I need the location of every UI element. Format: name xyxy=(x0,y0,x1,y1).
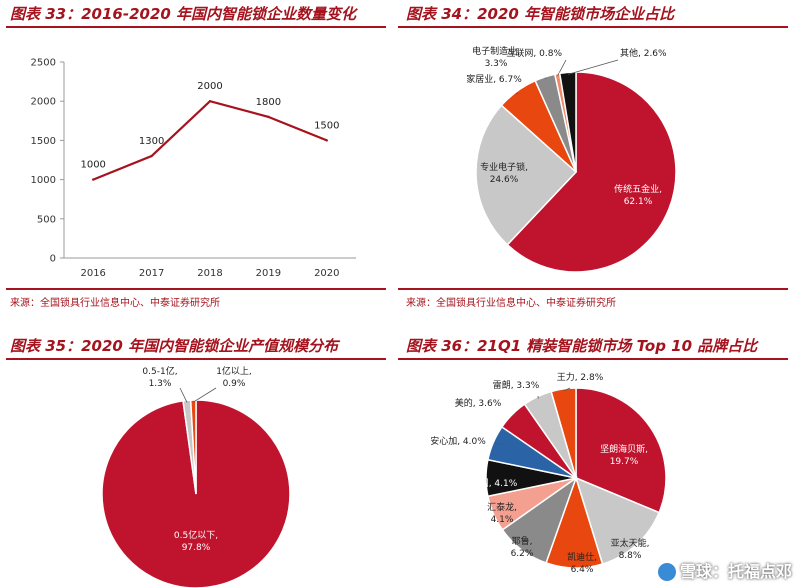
x-tick-label: 2019 xyxy=(256,268,281,279)
chart-title: 图表 33：2016-2020 年国内智能锁企业数量变化 xyxy=(10,5,357,23)
slice-label: 雷朗, 3.3% xyxy=(493,379,540,391)
panel-firm-share: 图表 34：2020 年智能锁市场企业占比 传统五金业, 62.1% 专业电子锁, 2… xyxy=(398,4,794,310)
slice-label: 互联网, 0.8% xyxy=(506,48,562,59)
slice-value: 8.8% xyxy=(619,551,642,561)
leader-line xyxy=(563,387,571,392)
slice-label: 1亿以上, xyxy=(216,365,252,377)
slice-label: 专业电子锁, xyxy=(480,161,528,173)
panel-firm-count: 图表 33：2016-2020 年国内智能锁企业数量变化 0 500 1000 150… xyxy=(6,4,390,310)
data-point xyxy=(92,178,95,181)
data-label: 1800 xyxy=(256,97,281,108)
slice-value: 24.6% xyxy=(490,175,519,185)
data-label: 1300 xyxy=(139,136,164,147)
slice-label: 电子制造业, xyxy=(472,45,520,57)
pie-slice xyxy=(550,387,577,479)
slice-value: 97.8% xyxy=(182,543,211,553)
data-label: 2000 xyxy=(197,81,222,92)
watermark-text: 雪球：托福点邓 xyxy=(679,562,792,581)
source-rule xyxy=(398,288,788,290)
slice-value: 3.3% xyxy=(485,59,508,69)
y-tick-label: 2000 xyxy=(31,97,56,108)
data-point xyxy=(208,100,212,103)
leader-line xyxy=(515,92,519,95)
slice-value: 6.4% xyxy=(571,565,594,575)
slice-label: 安心加, 4.0% xyxy=(430,435,486,447)
data-label: 1000 xyxy=(80,160,105,171)
slice-value: 6.2% xyxy=(511,549,534,559)
slice-label: 耶鲁, xyxy=(512,535,533,547)
leader-line xyxy=(545,77,547,80)
title-rule xyxy=(6,358,386,360)
chart-title: 图表 35：2020 年国内智能锁企业产值规模分布 xyxy=(10,337,339,355)
slice-label: 亚太天能, xyxy=(611,537,650,549)
panel-brand-share: 图表 36：21Q1 精装智能锁市场 Top 10 品牌占比 坚朗海贝斯, 19.… xyxy=(398,326,794,588)
x-tick-label: 2020 xyxy=(314,268,339,279)
x-tick-label: 2018 xyxy=(197,268,222,279)
slice-label: 名门, 4.1% xyxy=(471,477,518,489)
source-note: 来源：全国锁具行业信息中心、中泰证券研究所 xyxy=(10,298,220,309)
data-point xyxy=(325,139,328,142)
x-tick-label: 2017 xyxy=(139,268,164,279)
panel-output-scale: 图表 35：2020 年国内智能锁企业产值规模分布 0.5亿以下, 97.8% 0.… xyxy=(6,326,390,588)
slice-value: 4.1% xyxy=(491,515,514,525)
slice-label: 家居业, 6.7% xyxy=(466,73,522,85)
pie-slice xyxy=(575,387,667,514)
slice-label: 美的, 3.6% xyxy=(455,397,502,409)
slice-value: 0.9% xyxy=(223,379,246,389)
leader-line xyxy=(193,387,217,403)
y-tick-label: 1500 xyxy=(31,136,56,147)
source-note: 来源：全国锁具行业信息中心、中泰证券研究所 xyxy=(406,298,616,309)
title-rule xyxy=(398,26,788,28)
chart-title: 图表 36：21Q1 精装智能锁市场 Top 10 品牌占比 xyxy=(406,337,758,355)
slice-value: 62.1% xyxy=(624,197,653,207)
y-tick-label: 1000 xyxy=(31,175,56,186)
y-tick-label: 0 xyxy=(50,254,56,265)
slice-label: 0.5-1亿, xyxy=(142,365,177,377)
title-rule xyxy=(398,358,788,360)
data-point xyxy=(267,115,270,119)
slice-label: 0.5亿以下, xyxy=(174,529,218,541)
slice-value: 19.7% xyxy=(610,457,639,467)
slice-label: 凯迪仕, xyxy=(567,551,597,563)
source-rule xyxy=(6,288,386,290)
slice-label: 传统五金业, xyxy=(614,183,662,195)
slice-label: 坚朗海贝斯, xyxy=(600,443,648,455)
slice-label: 王力, 2.8% xyxy=(557,371,604,383)
pie-slice xyxy=(475,104,578,246)
series-line xyxy=(92,99,328,181)
slice-label: 汇泰龙, xyxy=(487,501,517,513)
leader-line xyxy=(567,59,619,75)
title-rule xyxy=(6,26,386,28)
slice-value: 1.3% xyxy=(149,379,172,389)
pie-chart-output-scale: 0.5亿以下, 97.8% 0.5-1亿, 1.3% 1亿以上, 0.9% xyxy=(101,365,291,588)
pie-chart-firm-share: 传统五金业, 62.1% 专业电子锁, 24.6% 家居业, 6.7% 电子制造业, 3.3… xyxy=(466,45,677,273)
y-tick-label: 500 xyxy=(37,214,56,225)
slice-label: 其他, 2.6% xyxy=(620,47,667,59)
y-tick-label: 2500 xyxy=(31,58,56,69)
pie-slice xyxy=(574,476,661,565)
data-point xyxy=(150,154,153,158)
leader-line xyxy=(513,413,517,417)
leader-line xyxy=(179,387,188,403)
chart-title: 图表 34：2020 年智能锁市场企业占比 xyxy=(406,5,675,23)
pie-slice xyxy=(506,71,677,273)
snowball-logo-icon xyxy=(657,562,676,581)
watermark: 雪球：托福点邓 xyxy=(657,558,792,582)
data-label: 1500 xyxy=(314,120,339,131)
line-chart: 0 500 1000 1500 2000 2500 2016 2017 2018 2019 2020… xyxy=(31,58,356,279)
pie-chart-brand-share: 坚朗海贝斯, 19.7% 亚太天能, 8.8% 凯迪仕, 6.4% 耶鲁, 6.2% 汇泰龙, 4… xyxy=(430,371,667,575)
leader-line xyxy=(495,443,503,445)
x-tick-label: 2016 xyxy=(80,268,105,279)
